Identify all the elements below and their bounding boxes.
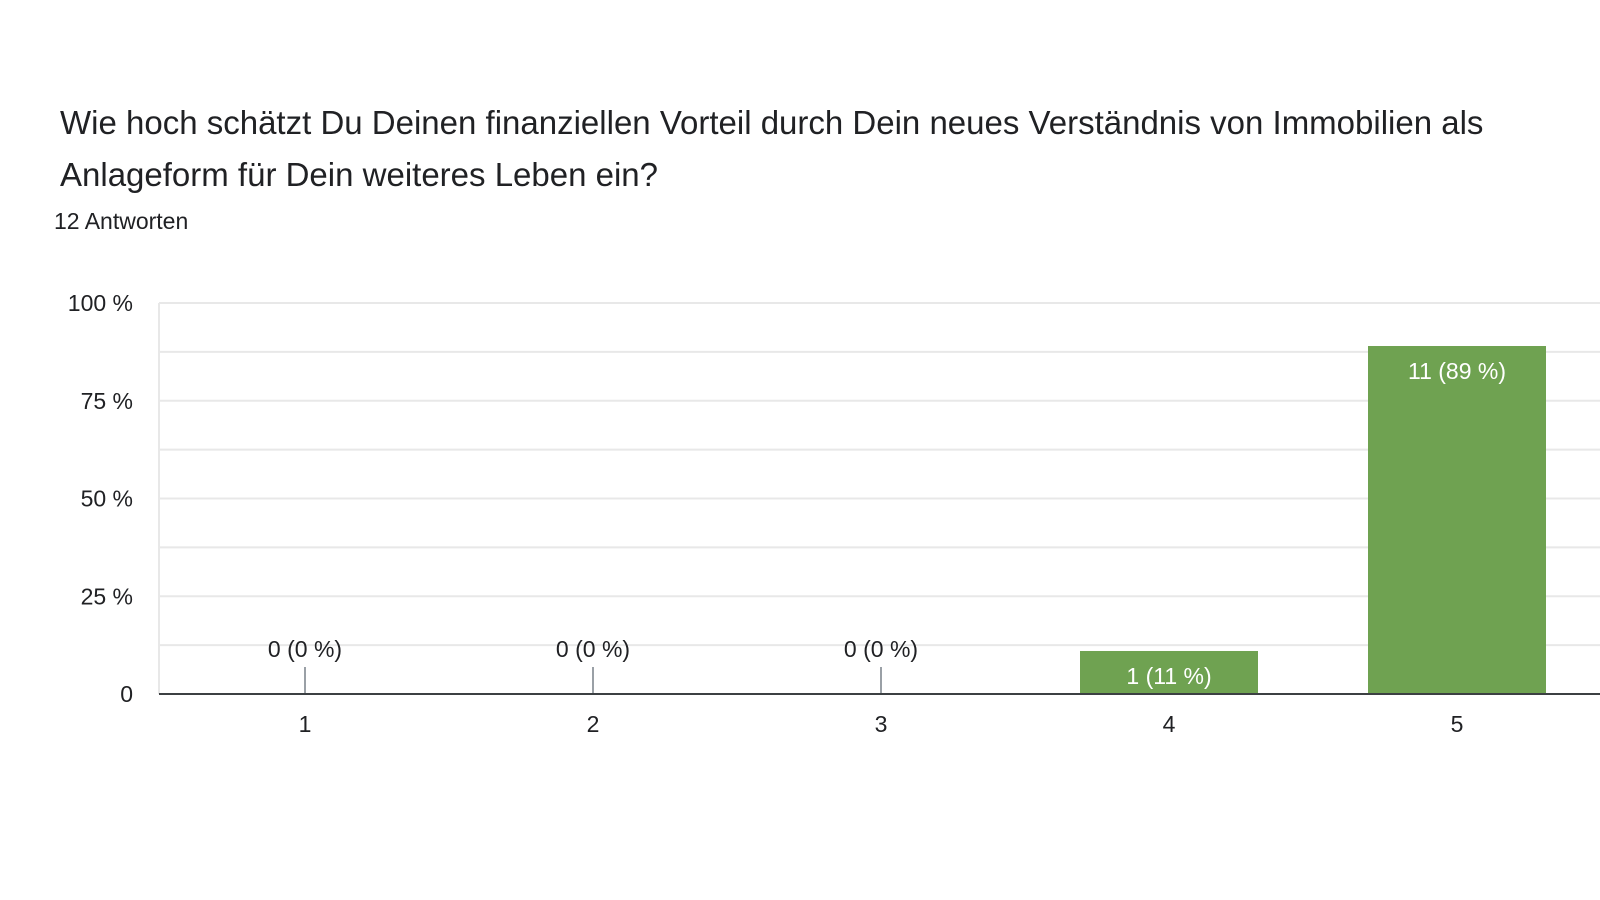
labels: 0 (0 %) 0 (0 %) 0 (0 %) 1 (11 %) 11 (89 %) (268, 358, 1506, 689)
x-tick-label: 2 (587, 711, 600, 737)
x-tick-label: 3 (875, 711, 888, 737)
x-tick-label: 4 (1163, 711, 1176, 737)
y-tick-label: 100 % (68, 290, 133, 316)
y-tick-label: 0 (120, 681, 133, 707)
response-count: 12 Antworten (54, 208, 189, 234)
x-tick-label: 5 (1451, 711, 1464, 737)
grid-lines (158, 302, 1600, 694)
data-label: 0 (0 %) (556, 636, 630, 662)
data-label: 11 (89 %) (1408, 358, 1506, 384)
bars (304, 346, 1546, 694)
data-label: 0 (0 %) (844, 636, 918, 662)
bar-4 (1080, 650, 1258, 694)
data-label: 1 (11 %) (1126, 663, 1211, 689)
y-tick-label: 50 % (81, 486, 133, 512)
data-label: 0 (0 %) (268, 636, 342, 662)
y-tick-label: 75 % (81, 388, 133, 414)
question-title: Wie hoch schätzt Du Deinen finanziellen … (60, 104, 1484, 193)
axes: 0 25 % 50 % 75 % 100 % 1 2 3 4 5 (68, 290, 1600, 737)
bar-5 (1368, 346, 1546, 694)
y-tick-label: 25 % (81, 583, 133, 609)
x-tick-label: 1 (299, 711, 312, 737)
